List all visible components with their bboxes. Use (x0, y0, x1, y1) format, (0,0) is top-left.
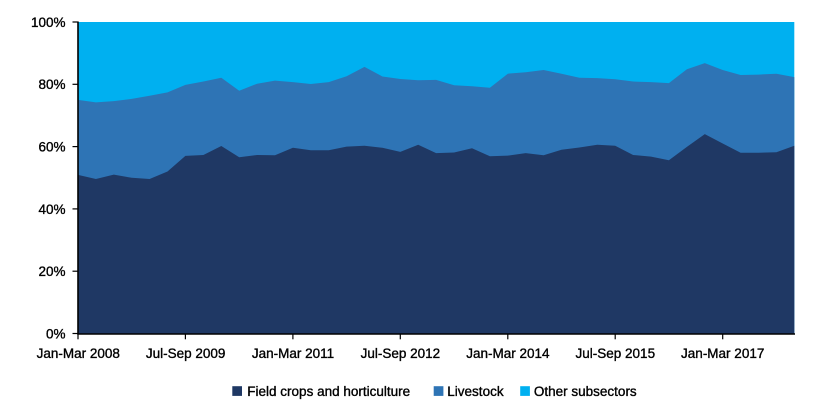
svg-text:Other subsectors: Other subsectors (534, 384, 637, 399)
svg-text:Jan-Mar 2011: Jan-Mar 2011 (252, 346, 334, 361)
svg-text:Jul-Sep 2012: Jul-Sep 2012 (361, 346, 441, 361)
svg-text:100%: 100% (31, 15, 66, 30)
svg-text:0%: 0% (46, 326, 66, 341)
svg-text:80%: 80% (38, 77, 65, 92)
svg-text:Jan-Mar 2014: Jan-Mar 2014 (466, 346, 550, 361)
svg-text:20%: 20% (38, 264, 65, 279)
svg-text:Jul-Sep 2015: Jul-Sep 2015 (576, 346, 656, 361)
svg-text:Jan-Mar 2017: Jan-Mar 2017 (681, 346, 764, 361)
svg-text:Field crops and horticulture: Field crops and horticulture (247, 384, 410, 399)
svg-text:60%: 60% (38, 140, 65, 155)
svg-text:Jul-Sep 2009: Jul-Sep 2009 (146, 346, 226, 361)
svg-text:Livestock: Livestock (447, 384, 504, 399)
svg-text:40%: 40% (38, 202, 65, 217)
svg-text:Jan-Mar 2008: Jan-Mar 2008 (37, 346, 120, 361)
